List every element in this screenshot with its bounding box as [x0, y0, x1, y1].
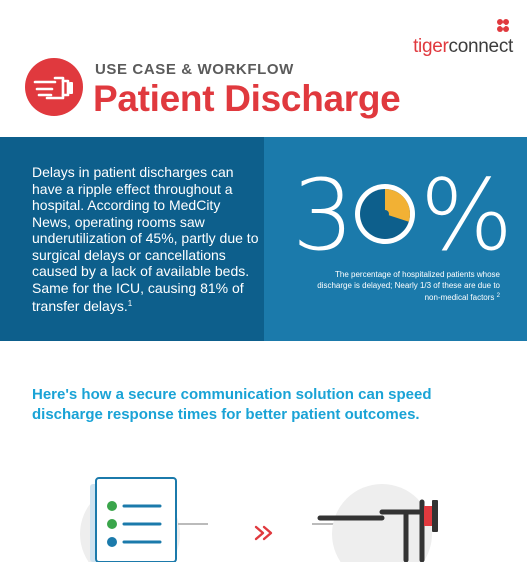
intro-footnote: 1 — [127, 299, 133, 308]
stat-caption-text: The percentage of hospitalized patients … — [317, 270, 500, 302]
stat-pie-icon — [355, 184, 415, 244]
logo-word-connect: connect — [448, 36, 514, 57]
stat-value-percent: % — [420, 169, 513, 259]
stat-pie-slice — [385, 189, 411, 222]
page-title: Patient Discharge — [93, 78, 401, 119]
header: tigerconnect USE CASE & WORKFLOW Patient… — [0, 0, 527, 137]
logo-word-tiger: tiger — [413, 36, 449, 57]
lead-text: Here's how a secure communication soluti… — [32, 386, 432, 423]
stat-footnote: 2 — [496, 293, 500, 299]
intro-paragraph: Delays in patient discharges can have a … — [32, 164, 260, 315]
stat-value: 3 % — [292, 169, 513, 259]
tigerconnect-mark-icon — [497, 19, 509, 32]
double-chevron-right-icon — [254, 525, 273, 541]
stat-band: Delays in patient discharges can have a … — [0, 137, 527, 341]
stat-value-three: 3 — [292, 169, 348, 259]
logo-wordmark: tigerconnect — [413, 36, 513, 58]
stat-panel: 3 % The percentage of hospitalized patie… — [264, 137, 527, 341]
intro-text: Delays in patient discharges can have a … — [32, 164, 259, 314]
pointing-hand-icon — [25, 58, 83, 116]
pointing-hand-icon — [312, 484, 438, 562]
stat-caption: The percentage of hospitalized patients … — [300, 270, 500, 304]
eyebrow-label: USE CASE & WORKFLOW — [95, 61, 294, 78]
checklist-document-icon — [80, 477, 208, 562]
